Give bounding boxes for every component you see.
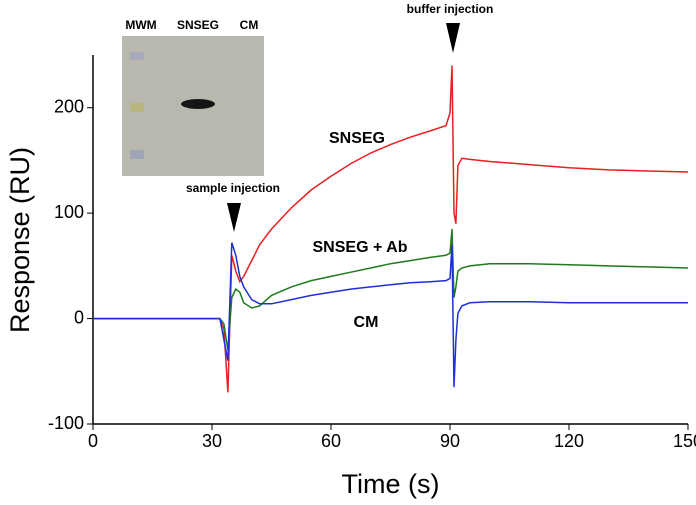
y-tick-label: 0 [74,307,84,327]
series-label: CM [354,314,379,331]
series-line [93,242,688,388]
x-tick-label: 30 [202,431,222,451]
x-tick-label: 90 [440,431,460,451]
x-tick-label: 0 [88,431,98,451]
inset-label: SNSEG [177,18,219,32]
series-line [93,228,689,351]
x-tick-label: 120 [554,431,584,451]
series-line [93,65,689,393]
y-tick-label: 200 [54,96,84,116]
gel-band [130,52,144,60]
y-tick-label: 100 [54,202,84,222]
x-tick-label: 60 [321,431,341,451]
y-axis-title: Response (RU) [5,147,35,333]
gel-band [130,150,144,159]
arrow [446,23,460,53]
series-label: SNSEG + Ab [313,239,408,256]
gel-band [130,103,144,112]
annotation: sample injection [186,181,280,195]
series-label: SNSEG [329,130,385,147]
inset-label: MWM [125,18,156,32]
y-tick-label: -100 [48,413,84,433]
x-tick-label: 150 [673,431,696,451]
annotation: buffer injection [407,2,494,16]
x-axis-title: Time (s) [342,469,440,499]
arrow [227,203,241,232]
gel-band [181,99,215,109]
inset-label: CM [240,18,259,32]
